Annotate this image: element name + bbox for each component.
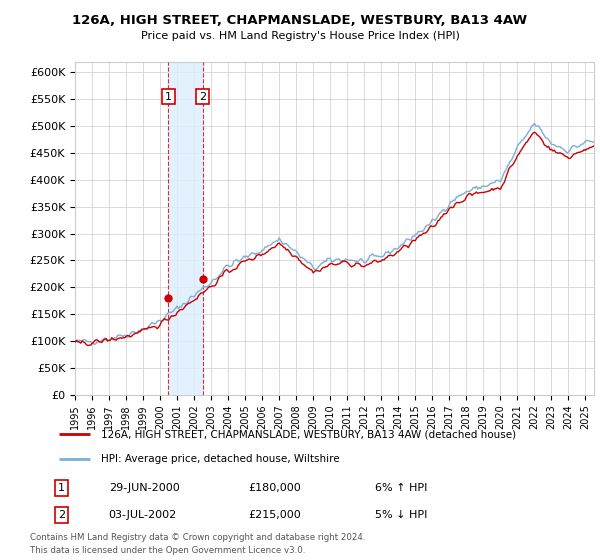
Text: This data is licensed under the Open Government Licence v3.0.: This data is licensed under the Open Gov… bbox=[30, 546, 305, 555]
Text: £215,000: £215,000 bbox=[248, 510, 301, 520]
Text: 6% ↑ HPI: 6% ↑ HPI bbox=[376, 483, 428, 493]
Text: 126A, HIGH STREET, CHAPMANSLADE, WESTBURY, BA13 4AW: 126A, HIGH STREET, CHAPMANSLADE, WESTBUR… bbox=[73, 14, 527, 27]
Text: 5% ↓ HPI: 5% ↓ HPI bbox=[376, 510, 428, 520]
Text: 29-JUN-2000: 29-JUN-2000 bbox=[109, 483, 179, 493]
Text: 1: 1 bbox=[165, 92, 172, 101]
Bar bbox=[169, 62, 203, 395]
Text: £180,000: £180,000 bbox=[248, 483, 301, 493]
Text: 2: 2 bbox=[58, 510, 65, 520]
Text: HPI: Average price, detached house, Wiltshire: HPI: Average price, detached house, Wilt… bbox=[101, 454, 340, 464]
Text: 126A, HIGH STREET, CHAPMANSLADE, WESTBURY, BA13 4AW (detached house): 126A, HIGH STREET, CHAPMANSLADE, WESTBUR… bbox=[101, 430, 516, 440]
Text: Price paid vs. HM Land Registry's House Price Index (HPI): Price paid vs. HM Land Registry's House … bbox=[140, 31, 460, 41]
Text: 03-JUL-2002: 03-JUL-2002 bbox=[109, 510, 177, 520]
Text: 2: 2 bbox=[199, 92, 206, 101]
Text: 1: 1 bbox=[58, 483, 65, 493]
Text: Contains HM Land Registry data © Crown copyright and database right 2024.: Contains HM Land Registry data © Crown c… bbox=[30, 533, 365, 542]
